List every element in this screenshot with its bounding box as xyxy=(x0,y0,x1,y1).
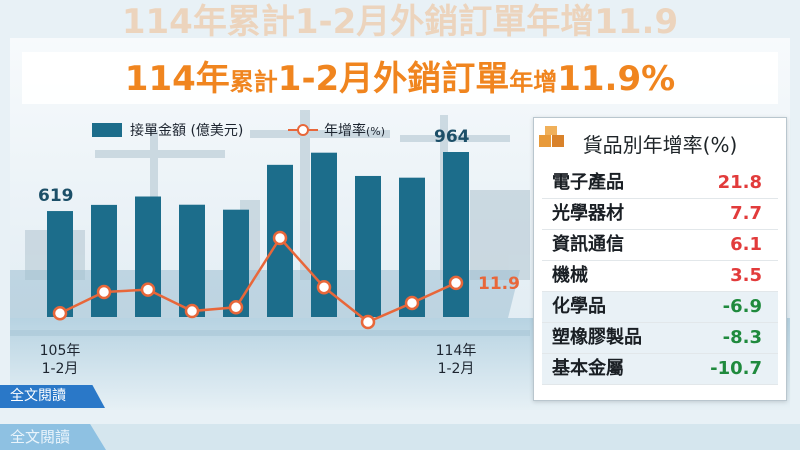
title-export-orders: 外銷訂單 xyxy=(373,59,510,99)
x-tick-first-2: 1-2月 xyxy=(42,361,79,377)
rate-line xyxy=(59,235,457,324)
ghost-strip xyxy=(0,424,800,450)
panel-row-value: 3.5 xyxy=(730,265,762,286)
panel-row: 基本金屬 -10.7 xyxy=(542,354,778,385)
bar-4 xyxy=(179,204,205,317)
panel-row-label: 基本金屬 xyxy=(552,358,624,379)
boxes-icon xyxy=(539,126,564,147)
panel-row: 機械 3.5 xyxy=(542,261,778,292)
panel-row-label: 電子產品 xyxy=(552,172,624,193)
data-label-last-rate: 11.9 xyxy=(478,274,520,294)
panel-row-value: -8.3 xyxy=(722,327,762,348)
bar-9 xyxy=(399,177,425,317)
read-full-text-button[interactable]: 全文閱讀 xyxy=(0,385,105,408)
ghost-read-full-text: 全文閱讀 xyxy=(0,424,106,450)
legend-line-entry: 年增率(%) xyxy=(288,120,385,140)
rate-point-4 xyxy=(184,303,200,319)
x-tick-last-2: 1-2月 xyxy=(438,361,475,377)
panel-row-label: 化學品 xyxy=(552,296,606,317)
rate-point-8 xyxy=(360,314,376,330)
panel-row-label: 資訊通信 xyxy=(552,234,624,255)
legend-line-swatch xyxy=(288,123,318,137)
bar-2 xyxy=(91,204,117,317)
title-period: 1-2月 xyxy=(277,59,374,99)
panel-row-value: 7.7 xyxy=(730,203,762,224)
bar-3 xyxy=(135,196,161,317)
panel-row-label: 機械 xyxy=(552,265,588,286)
panel-row-label: 光學器材 xyxy=(552,203,624,224)
panel-row-label: 塑橡膠製品 xyxy=(552,327,642,348)
panel-rows: 電子產品 21.8 光學器材 7.7 資訊通信 6.1 機械 3.5 化學品 -6.9 塑橡膠製品 -… xyxy=(542,168,778,385)
rate-point-2 xyxy=(96,284,112,300)
bar-5 xyxy=(223,209,249,317)
panel-row-value: 6.1 xyxy=(730,234,762,255)
legend-bar-swatch xyxy=(92,123,122,137)
panel-row: 化學品 -6.9 xyxy=(542,292,778,323)
chart-title: 114年累計1-2月外銷訂單年增11.9% xyxy=(0,52,800,106)
panel-row: 塑橡膠製品 -8.3 xyxy=(542,323,778,354)
product-growth-panel: 貨品別年增率(%) 電子產品 21.8 光學器材 7.7 資訊通信 6.1 機械 3.5 化學品… xyxy=(533,117,787,401)
panel-row: 電子產品 21.8 xyxy=(542,168,778,199)
bar-8 xyxy=(355,175,381,317)
x-tick-last-1: 114年 xyxy=(436,343,477,359)
panel-row-value: -6.9 xyxy=(722,296,762,317)
panel-row-value: -10.7 xyxy=(710,358,762,379)
panel-title: 貨品別年增率(%) xyxy=(582,133,738,157)
rate-point-6 xyxy=(272,230,288,246)
rate-point-5 xyxy=(228,300,244,315)
title-rate: 11.9% xyxy=(557,59,676,99)
x-tick-first-1: 105年 xyxy=(40,343,81,359)
panel-row: 資訊通信 6.1 xyxy=(542,230,778,261)
rate-point-9 xyxy=(404,295,420,311)
title-year: 114年 xyxy=(124,59,230,99)
legend-line-unit: (%) xyxy=(366,125,386,138)
rate-point-10 xyxy=(448,275,464,291)
rate-point-3 xyxy=(140,282,156,297)
rate-point-1 xyxy=(52,306,68,321)
legend-bar-entry: 接單金額 (億美元) xyxy=(92,120,243,140)
data-label-last-value: 964 xyxy=(434,127,470,147)
data-label-first-value: 619 xyxy=(38,186,74,206)
title-cumulative: 累計 xyxy=(229,68,278,96)
panel-row-value: 21.8 xyxy=(717,172,762,193)
panel-row: 光學器材 7.7 xyxy=(542,199,778,230)
rate-point-7 xyxy=(316,279,332,295)
title-yoy: 年增 xyxy=(509,68,558,96)
bar-10 xyxy=(443,152,469,317)
ghost-title-reflection: 114年累計1-2月外銷訂單年增11.9 xyxy=(121,2,679,42)
legend-line-label: 年增率 xyxy=(324,123,366,139)
legend-bar-label: 接單金額 xyxy=(130,123,186,139)
bar-1 xyxy=(47,211,73,317)
legend-bar-unit: (億美元) xyxy=(190,123,244,139)
